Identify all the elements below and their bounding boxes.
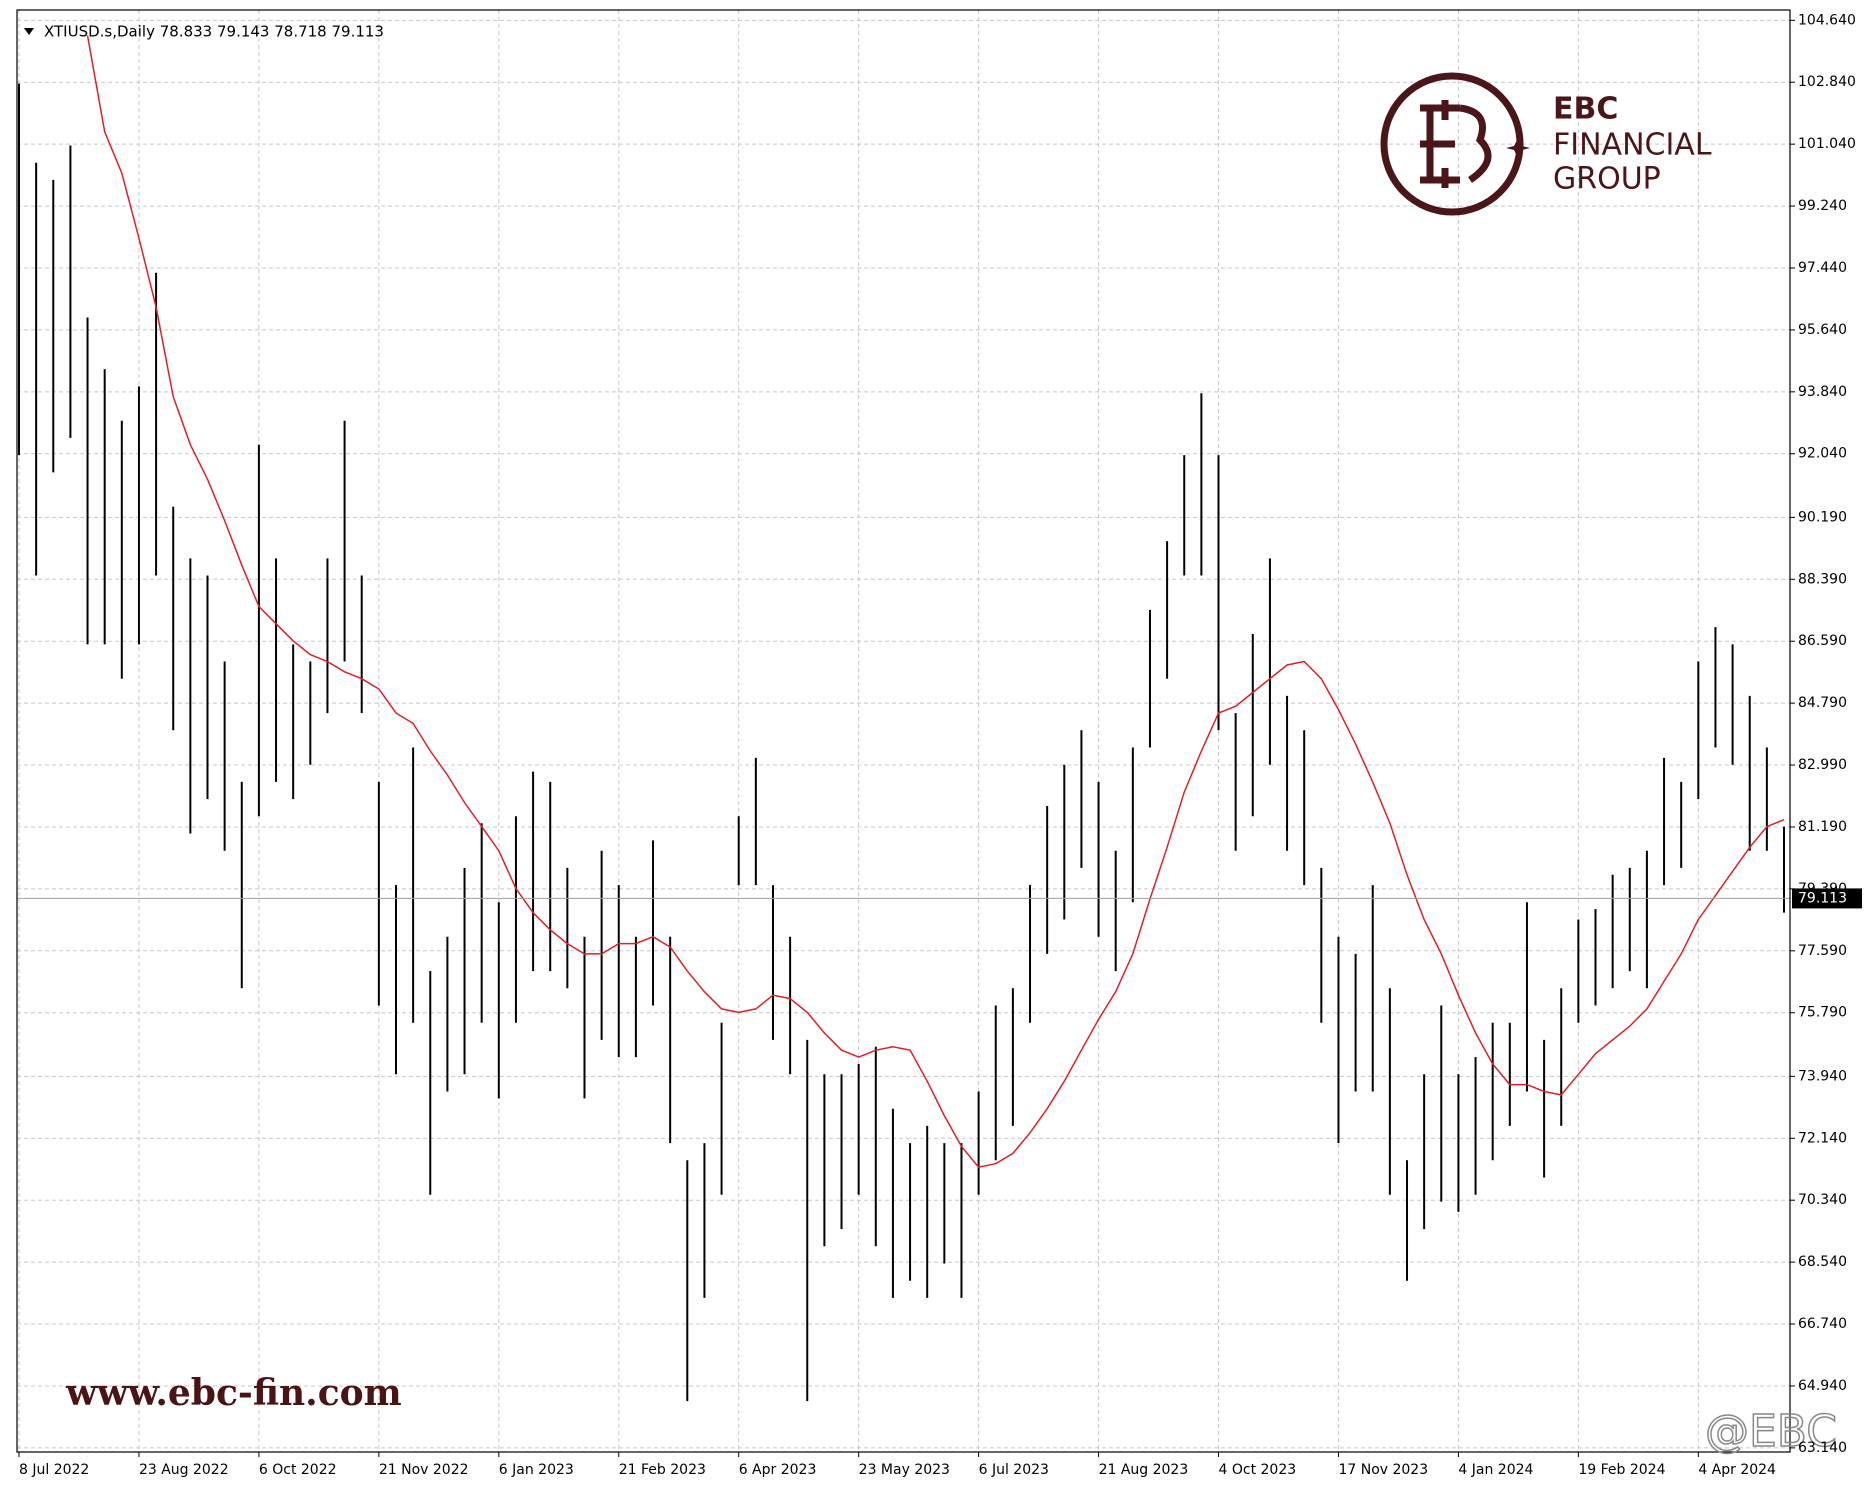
x-tick-label: 6 Oct 2022 bbox=[259, 1462, 337, 1478]
x-tick-label: 6 Jul 2023 bbox=[979, 1462, 1049, 1478]
y-tick-label: 104.640 bbox=[1798, 12, 1856, 28]
x-tick-label: 4 Oct 2023 bbox=[1219, 1462, 1297, 1478]
y-tick-label: 72.140 bbox=[1798, 1130, 1847, 1146]
logo: EBC FINANCIAL GROUP bbox=[1380, 72, 1712, 216]
y-tick-label: 86.590 bbox=[1798, 633, 1847, 649]
y-tick-label: 95.640 bbox=[1798, 322, 1847, 338]
y-tick-label: 88.390 bbox=[1798, 571, 1847, 587]
x-tick-label: 4 Jan 2024 bbox=[1458, 1462, 1533, 1478]
watermark-url: www.ebc-fin.com bbox=[65, 1372, 402, 1414]
logo-star bbox=[1506, 138, 1530, 158]
logo-line1: FINANCIAL bbox=[1553, 128, 1712, 163]
x-tick-label: 19 Feb 2024 bbox=[1578, 1462, 1665, 1478]
x-tick-label: 23 May 2023 bbox=[859, 1462, 950, 1478]
y-tick-label: 64.940 bbox=[1798, 1378, 1847, 1394]
x-tick-label: 6 Jan 2023 bbox=[499, 1462, 574, 1478]
logo-line2: GROUP bbox=[1553, 162, 1661, 197]
last-price-box bbox=[1792, 888, 1862, 909]
y-tick-label: 68.540 bbox=[1798, 1254, 1847, 1270]
x-tick-label: 21 Aug 2023 bbox=[1099, 1462, 1189, 1478]
y-tick-label: 77.590 bbox=[1798, 943, 1847, 959]
y-tick-label: 93.840 bbox=[1798, 384, 1847, 400]
y-tick-label: 66.740 bbox=[1798, 1316, 1847, 1332]
plot-frame bbox=[16, 9, 1791, 1453]
x-tick-label: 17 Nov 2023 bbox=[1338, 1462, 1428, 1478]
y-tick-label: 97.440 bbox=[1798, 260, 1847, 276]
chart-title: XTIUSD.s,Daily 78.833 79.143 78.718 79.1… bbox=[44, 23, 384, 41]
y-tick-label: 99.240 bbox=[1798, 198, 1847, 214]
x-tick-label: 23 Aug 2022 bbox=[139, 1462, 229, 1478]
x-tick-label: 6 Apr 2023 bbox=[739, 1462, 817, 1478]
y-tick-label: 81.190 bbox=[1798, 819, 1847, 835]
y-tick-label: 92.040 bbox=[1798, 446, 1847, 462]
grid bbox=[17, 10, 1790, 1452]
x-tick-label: 21 Nov 2022 bbox=[379, 1462, 469, 1478]
x-tick-label: 8 Jul 2022 bbox=[19, 1462, 89, 1478]
y-tick-label: 63.140 bbox=[1798, 1440, 1847, 1456]
y-tick-label: 70.340 bbox=[1798, 1192, 1847, 1208]
watermark-handle: @EBC bbox=[1705, 1406, 1837, 1457]
menu-arrow bbox=[24, 28, 34, 35]
y-tick-label: 73.940 bbox=[1798, 1068, 1847, 1084]
x-tick-label: 4 Apr 2024 bbox=[1698, 1462, 1776, 1478]
y-tick-label: 75.790 bbox=[1798, 1005, 1847, 1021]
y-tick-label: 101.040 bbox=[1798, 136, 1856, 152]
marks bbox=[17, 35, 1790, 1402]
y-tick-label: 102.840 bbox=[1798, 74, 1856, 90]
y-tick-label: 84.790 bbox=[1798, 695, 1847, 711]
logo-brand: EBC bbox=[1553, 92, 1618, 127]
x-tick-label: 21 Feb 2023 bbox=[619, 1462, 706, 1478]
last-price-label: 79.113 bbox=[1798, 890, 1847, 906]
moving-average bbox=[86, 35, 1785, 1169]
y-tick-label: 82.990 bbox=[1798, 757, 1847, 773]
logo-letters bbox=[1420, 100, 1492, 188]
y-tick-label: 90.190 bbox=[1798, 509, 1847, 525]
